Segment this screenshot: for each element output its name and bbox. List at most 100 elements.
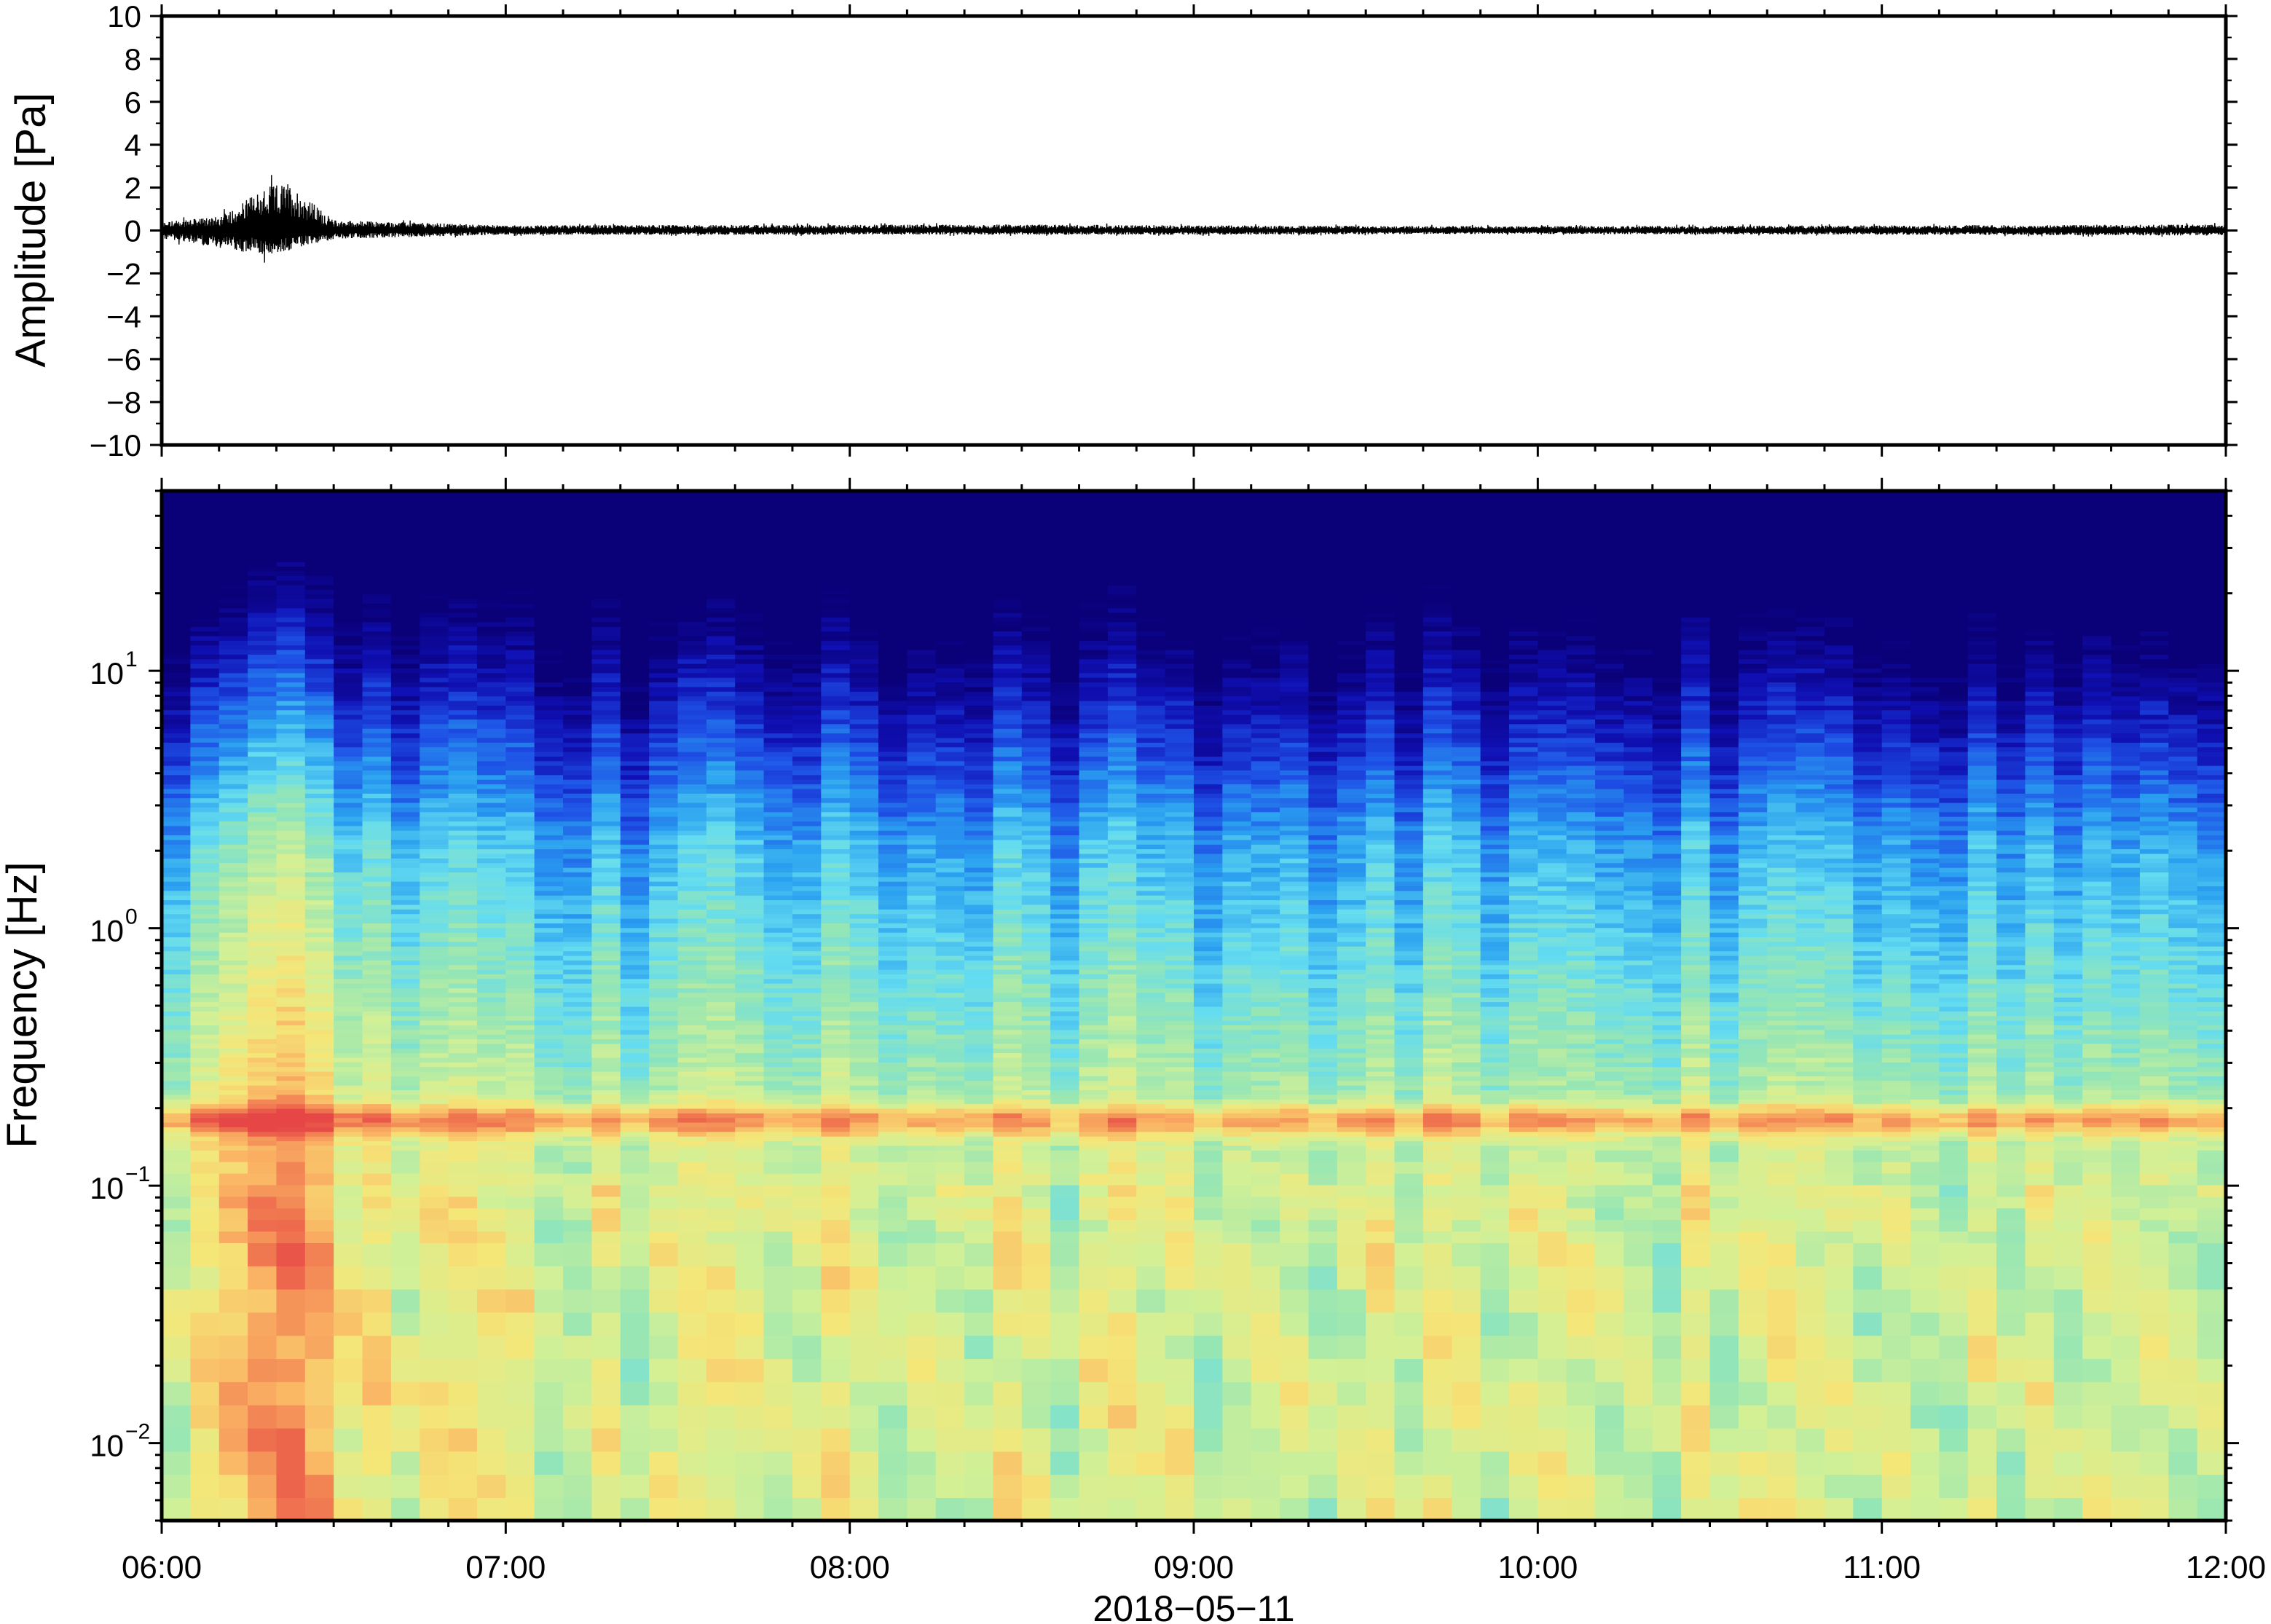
- spectrogram-cell: [821, 580, 851, 586]
- spectrogram-cell: [534, 524, 564, 530]
- spectrogram-cell: [563, 561, 593, 567]
- spectrogram-cell: [620, 691, 650, 697]
- spectrogram-cell: [964, 1474, 994, 1498]
- spectrogram-cell: [334, 1113, 363, 1119]
- spectrogram-cell: [993, 876, 1023, 882]
- spectrogram-cell: [620, 1062, 650, 1068]
- spectrogram-cell: [276, 737, 306, 743]
- spectrogram-cell: [677, 621, 707, 627]
- spectrogram-cell: [534, 1184, 564, 1197]
- spectrogram-cell: [706, 890, 736, 896]
- spectrogram-cell: [907, 821, 937, 827]
- spectrogram-cell: [476, 1242, 507, 1266]
- spectrogram-cell: [248, 1113, 278, 1119]
- spectrogram-cell: [649, 1043, 679, 1049]
- spectrogram-cell: [304, 686, 334, 692]
- spectrogram-cell: [649, 1033, 679, 1040]
- spectrogram-cell: [821, 1207, 851, 1221]
- spectrogram-cell: [849, 524, 879, 530]
- spectrogram-cell: [591, 1381, 621, 1406]
- spectrogram-cell: [620, 1089, 650, 1095]
- spectrogram-cell: [334, 538, 363, 544]
- spectrogram-cell: [964, 1057, 994, 1063]
- spectrogram-cell: [304, 524, 334, 530]
- spectrogram-cell: [476, 969, 507, 974]
- spectrogram-cell: [792, 617, 822, 623]
- spectrogram-cell: [993, 705, 1023, 711]
- spectrogram-cell: [390, 821, 421, 827]
- spectrogram-cell: [248, 617, 278, 623]
- spectrogram-cell: [935, 714, 965, 720]
- spectrogram-cell: [964, 1381, 994, 1406]
- spectrogram-cell: [190, 950, 220, 956]
- spectrogram-cell: [907, 529, 937, 535]
- spectrogram-cell: [190, 672, 220, 678]
- spectrogram-cell: [677, 1358, 707, 1382]
- spectrogram-cell: [677, 524, 707, 530]
- spectrogram-cell: [390, 515, 421, 521]
- spectrogram-cell: [964, 594, 994, 599]
- spectrogram-cell: [563, 719, 593, 725]
- spectrogram-cell: [248, 770, 278, 776]
- spectrogram-cell: [620, 1094, 650, 1100]
- spectrogram-cell: [935, 1266, 965, 1290]
- spectrogram-cell: [649, 566, 679, 572]
- spectrogram-cell: [849, 1001, 879, 1007]
- spectrogram-cell: [763, 1113, 793, 1119]
- spectrogram-cell: [248, 802, 278, 808]
- spectrogram-cell: [763, 858, 793, 864]
- spectrogram-cell: [878, 788, 908, 794]
- waveform-ytick-label: 10: [107, 0, 141, 33]
- spectrogram-cell: [190, 1427, 220, 1452]
- spectrogram-cell: [362, 686, 392, 692]
- spectrogram-cell: [448, 607, 478, 613]
- spectrogram-cell: [735, 756, 765, 762]
- spectrogram-cell: [534, 719, 564, 725]
- spectrogram-cell: [677, 1381, 707, 1406]
- spectrogram-cell: [162, 649, 192, 655]
- spectrogram-cell: [563, 1196, 593, 1209]
- spectrogram-cell: [878, 607, 908, 613]
- spectrogram-cell: [964, 1062, 994, 1068]
- spectrogram-cell: [907, 1135, 937, 1142]
- spectrogram-cell: [735, 784, 765, 789]
- spectrogram-cell: [993, 654, 1023, 660]
- spectrogram-cell: [334, 945, 363, 952]
- spectrogram-cell: [563, 501, 593, 507]
- spectrogram-cell: [935, 705, 965, 711]
- spectrogram-cell: [591, 598, 621, 604]
- spectrogram-cell: [505, 1020, 535, 1025]
- spectrogram-cell: [878, 880, 908, 887]
- spectrogram-cell: [849, 802, 879, 808]
- spectrogram-cell: [878, 1006, 908, 1012]
- spectrogram-cell: [964, 1140, 994, 1146]
- spectrogram-cell: [276, 1135, 306, 1142]
- spectrogram-cell: [620, 1001, 650, 1007]
- spectrogram-cell: [821, 1149, 851, 1162]
- spectrogram-cell: [534, 751, 564, 757]
- spectrogram-cell: [362, 876, 392, 882]
- spectrogram-cell: [821, 691, 851, 697]
- spectrogram-cell: [935, 821, 965, 827]
- spectrogram-cell: [849, 1113, 879, 1119]
- spectrogram-cell: [878, 1312, 908, 1336]
- spectrogram-cell: [162, 510, 192, 516]
- spectrogram-cell: [792, 1076, 822, 1081]
- spectrogram-cell: [476, 807, 507, 813]
- spectrogram-cell: [849, 760, 879, 766]
- spectrogram-cell: [190, 1207, 220, 1221]
- spectrogram-cell: [935, 779, 965, 785]
- spectrogram-cell: [964, 1015, 994, 1021]
- spectrogram-cell: [190, 1474, 220, 1498]
- spectrogram-cell: [935, 1043, 965, 1049]
- spectrogram-cell: [448, 1025, 478, 1030]
- spectrogram-cell: [505, 1381, 535, 1406]
- spectrogram-cell: [190, 1451, 220, 1475]
- spectrogram-cell: [620, 552, 650, 558]
- spectrogram-cell: [907, 1089, 937, 1095]
- spectrogram-cell: [993, 607, 1023, 613]
- spectrogram-cell: [362, 733, 392, 738]
- spectrogram-cell: [907, 1358, 937, 1382]
- spectrogram-cell: [706, 515, 736, 521]
- spectrogram-cell: [448, 1011, 478, 1017]
